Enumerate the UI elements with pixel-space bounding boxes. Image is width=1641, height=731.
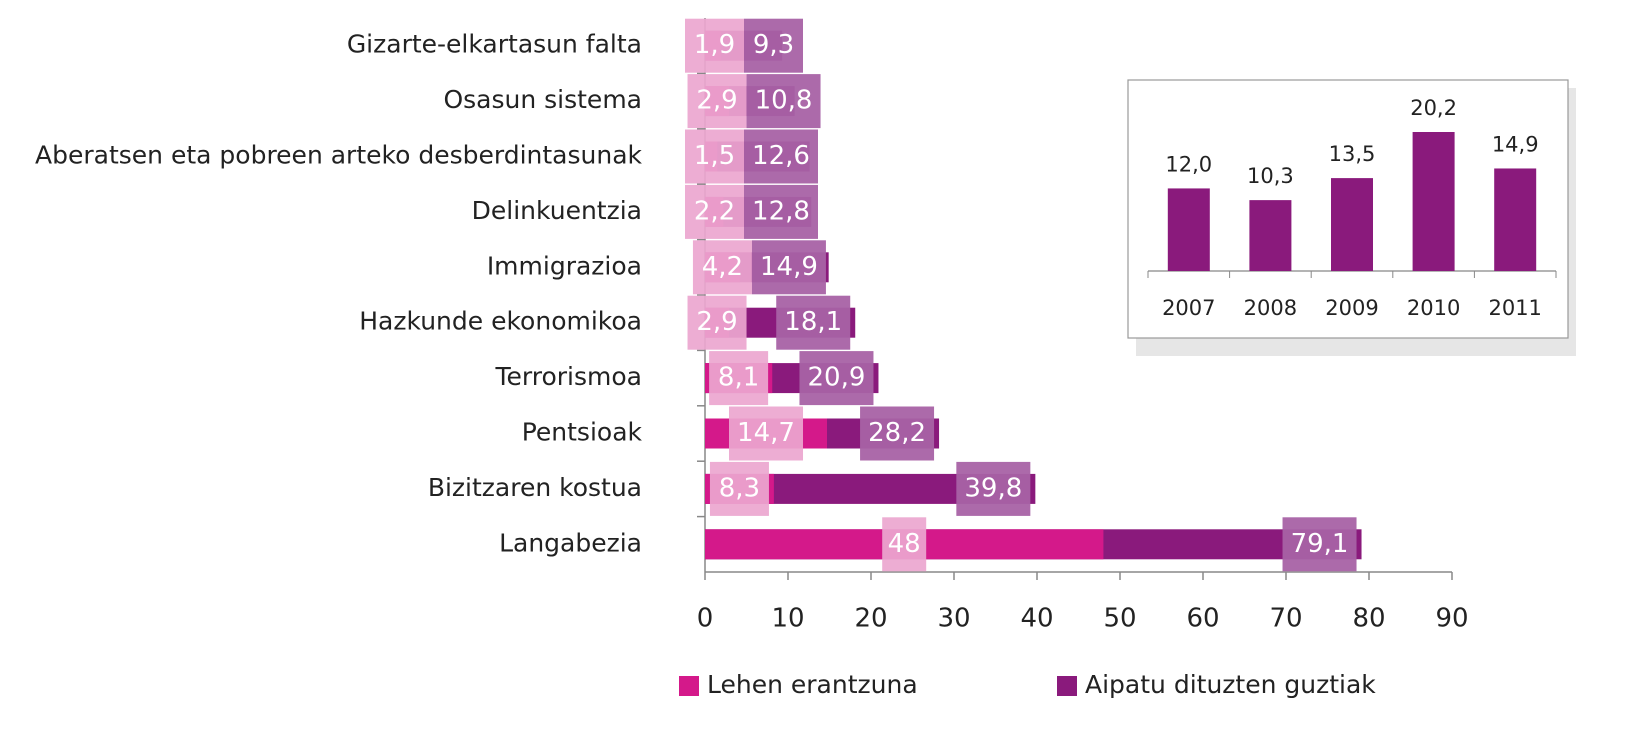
data-label: 2,9 [696,307,737,337]
x-tick-label: 20 [854,604,887,634]
data-label: 8,1 [718,363,759,393]
x-tick-label: 90 [1435,604,1468,634]
category-label: Hazkunde ekonomikoa [359,307,642,336]
data-label: 1,9 [694,30,735,60]
data-label-box [746,74,821,129]
data-label-box [729,406,804,461]
category-label: Pentsioak [522,418,643,447]
data-label: 20,2 [1410,96,1457,120]
data-label-box [744,184,818,239]
legend-label: Lehen erantzuna [707,670,918,699]
x-tick-label: 0 [697,604,714,634]
category-label: Immigrazioa [487,251,642,280]
data-label-box [860,406,935,461]
bar [1331,178,1373,271]
data-label: 4,2 [702,252,743,282]
x-tick-label: 2007 [1162,296,1215,320]
x-tick-label: 2009 [1325,296,1378,320]
data-label-box [744,18,803,73]
x-tick-label: 50 [1103,604,1136,634]
legend-swatch [679,676,699,696]
x-tick-label: 2011 [1488,296,1541,320]
bar [1412,132,1455,271]
data-label: 48 [888,529,921,559]
data-label-box [685,18,744,73]
data-label-box [687,295,747,350]
x-tick-label: 40 [1020,604,1053,634]
data-label: 13,5 [1329,142,1376,166]
data-label-box [709,351,769,406]
data-label: 10,3 [1247,164,1294,188]
x-tick-label: 2008 [1244,296,1297,320]
legend-label: Aipatu dituzten guztiak [1085,670,1376,699]
x-tick-label: 60 [1186,604,1219,634]
data-label: 12,8 [752,196,810,226]
category-label: Langabezia [499,528,642,557]
x-tick-label: 30 [937,604,970,634]
data-label-box [1282,517,1357,572]
category-label: Delinkuentzia [472,196,642,225]
data-label: 28,2 [868,418,926,448]
data-label: 10,8 [755,86,813,116]
bar [1167,188,1210,271]
data-label: 39,8 [964,473,1022,503]
data-label: 12,6 [752,141,810,171]
data-label-box [685,129,744,184]
category-label: Terrorismoa [495,362,642,391]
category-label: Aberatsen eta pobreen arteko desberdinta… [35,141,643,170]
data-label: 14,7 [737,418,795,448]
category-label: Gizarte-elkartasun falta [347,30,642,59]
data-label-box [751,240,826,295]
bar [1494,168,1537,271]
data-label: 79,1 [1291,529,1349,559]
x-tick-label: 2010 [1407,296,1460,320]
data-label-box [882,517,927,572]
data-label-box [685,184,744,239]
data-label: 8,3 [719,473,760,503]
data-label: 18,1 [784,307,842,337]
data-label: 14,9 [1492,132,1539,156]
data-label: 14,9 [760,252,818,282]
data-label-box [956,461,1031,516]
category-label: Bizitzaren kostua [428,473,642,502]
data-label-box [776,295,851,350]
data-label: 2,9 [696,86,737,116]
legend-swatch [1057,676,1077,696]
x-tick-label: 70 [1269,604,1302,634]
category-label: Osasun sistema [443,85,642,114]
x-tick-label: 80 [1352,604,1385,634]
data-label-box [687,74,747,129]
x-tick-label: 10 [771,604,804,634]
data-label-box [744,129,818,184]
data-label-box [799,351,874,406]
bar [1249,200,1292,271]
data-label: 1,5 [694,141,735,171]
data-label: 20,9 [808,363,866,393]
data-label: 9,3 [753,30,794,60]
data-label-box [692,240,752,295]
data-label: 12,0 [1165,152,1212,176]
data-label-box [709,461,769,516]
data-label: 2,2 [694,196,735,226]
